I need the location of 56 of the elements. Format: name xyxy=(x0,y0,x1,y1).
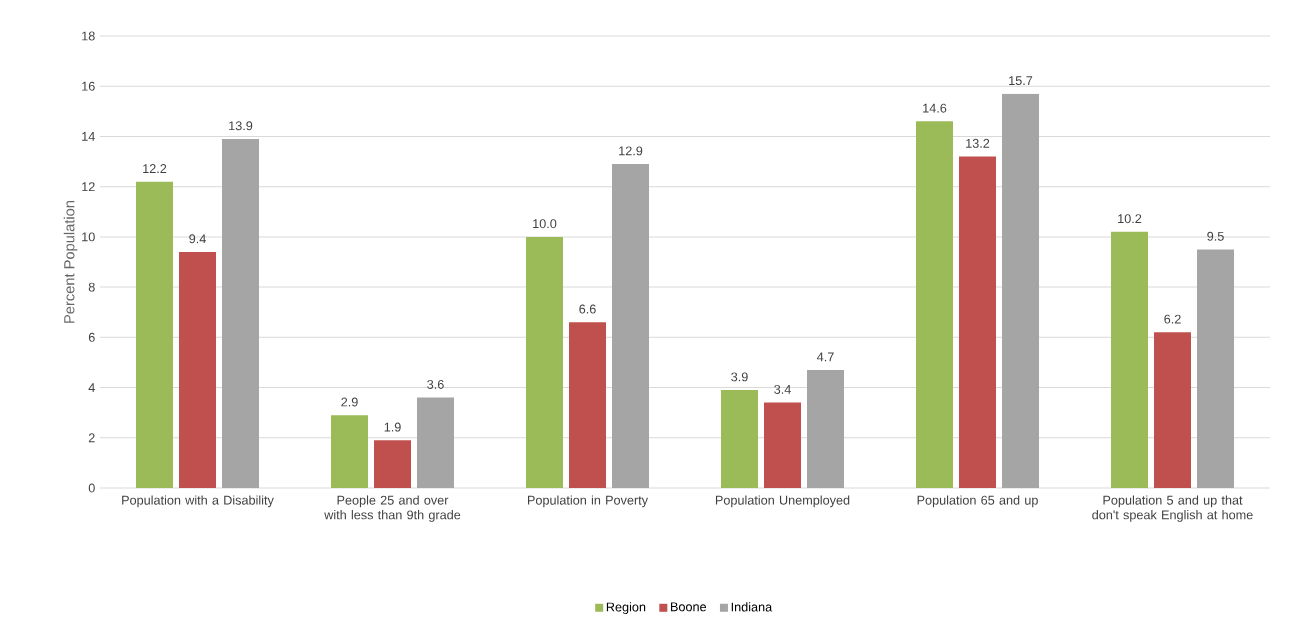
bar xyxy=(916,121,954,488)
data-label: 3.4 xyxy=(774,384,791,394)
y-tick-label: 14 xyxy=(82,132,95,141)
bar xyxy=(417,397,455,488)
bar xyxy=(721,390,759,488)
bar xyxy=(331,415,369,488)
data-label: 3.6 xyxy=(427,379,444,389)
x-tick-label: Population 65 and up xyxy=(917,495,1038,508)
data-label: 14.6 xyxy=(923,103,947,113)
data-label: 2.9 xyxy=(341,397,358,407)
bar xyxy=(136,181,174,488)
bar xyxy=(1154,332,1192,488)
y-tick-label: 16 xyxy=(82,81,95,91)
x-tick-label: Population in Poverty xyxy=(528,495,649,508)
bar xyxy=(612,164,650,488)
data-label: 12.9 xyxy=(619,146,643,156)
legend-label: Region xyxy=(606,602,646,615)
data-label: 3.9 xyxy=(731,372,748,382)
data-label: 12.2 xyxy=(143,164,167,173)
bar xyxy=(1002,93,1040,488)
y-tick-label: 18 xyxy=(82,31,95,41)
legend-label: Indiana xyxy=(731,602,773,612)
data-label: 1.9 xyxy=(384,422,401,432)
data-label: 15.7 xyxy=(1009,76,1033,86)
x-tick-label: Population with a Disability xyxy=(122,495,274,508)
x-tick-label: Population Unemployed xyxy=(715,495,850,508)
y-tick-label: 2 xyxy=(88,433,95,443)
bar xyxy=(222,138,260,488)
legend-label: Boone xyxy=(671,602,707,612)
data-label: 9.5 xyxy=(1207,231,1224,241)
x-tick-label: Population 5 and up that don't speak English at home xyxy=(1092,495,1253,522)
data-label: 10.0 xyxy=(533,219,557,229)
bar xyxy=(1197,249,1235,488)
bar xyxy=(1111,231,1149,488)
y-tick-label: 0 xyxy=(88,483,95,493)
data-label: 4.7 xyxy=(817,352,834,362)
bar xyxy=(807,369,845,488)
bar xyxy=(569,322,607,488)
y-tick-label: 6 xyxy=(88,332,95,342)
x-tick-label: People 25 and over with less than 9th grade xyxy=(324,495,461,522)
bar xyxy=(959,156,997,488)
data-label: 6.6 xyxy=(579,304,596,314)
bar xyxy=(526,236,564,488)
y-tick-label: 4 xyxy=(88,383,95,392)
bar xyxy=(179,251,216,488)
bar xyxy=(764,402,802,488)
y-tick-label: 12 xyxy=(82,182,95,192)
bar xyxy=(374,440,412,488)
data-label: 6.2 xyxy=(1164,314,1181,324)
y-axis-title: Percent Population xyxy=(63,201,78,323)
data-label: 9.4 xyxy=(189,234,206,244)
data-label: 10.2 xyxy=(1118,214,1142,224)
data-label: 13.9 xyxy=(229,121,253,131)
data-label: 13.2 xyxy=(966,138,990,148)
y-tick-label: 10 xyxy=(82,232,95,242)
y-tick-label: 8 xyxy=(88,282,95,292)
